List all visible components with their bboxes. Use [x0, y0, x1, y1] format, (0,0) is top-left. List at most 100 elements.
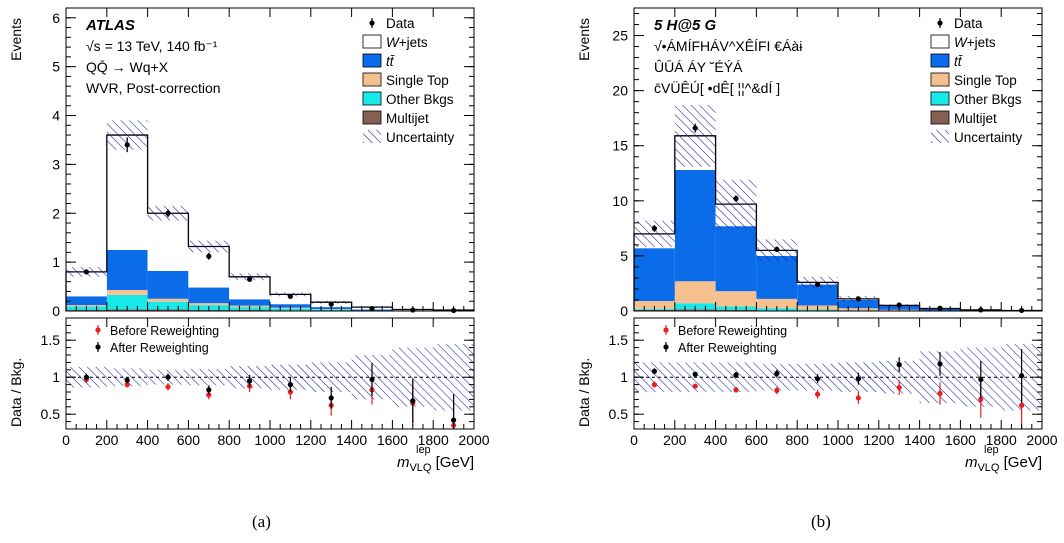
- y-tick-label: 15: [612, 138, 628, 154]
- ratio-point-before: [124, 382, 130, 388]
- x-tick-label: 400: [136, 432, 160, 448]
- ratio-point-after: [369, 376, 375, 383]
- data-point: [83, 269, 89, 275]
- legend-label: Single Top: [954, 73, 1017, 88]
- x-tick-label: 1400: [904, 432, 935, 448]
- legend-label: Data: [954, 16, 983, 31]
- y-tick-label: 4: [52, 108, 60, 124]
- x-tick-label: 400: [704, 432, 728, 448]
- data-point: [247, 276, 253, 282]
- bar-tt: [838, 299, 879, 309]
- legend-label: W+jets: [386, 35, 428, 50]
- uncertainty-band: [674, 104, 716, 167]
- y-tick-label: 25: [612, 28, 628, 44]
- ratio-point-before: [855, 395, 862, 401]
- data-point: [206, 253, 212, 259]
- bar-singletop: [106, 289, 148, 295]
- bar-tt: [66, 296, 107, 306]
- bar-tt: [106, 249, 148, 290]
- bar-singletop: [66, 305, 107, 307]
- ratio-point-after: [978, 376, 984, 383]
- legend-swatch: [362, 53, 382, 68]
- legend-swatch: [930, 34, 950, 49]
- x-tick-label: 1000: [254, 432, 285, 448]
- ratio-point-after: [855, 376, 862, 382]
- y-tick-label: 5: [620, 248, 628, 264]
- ratio-point-after: [328, 395, 334, 401]
- x-axis-title: mVLQ [GeV]: [397, 454, 474, 474]
- bar-tt: [147, 270, 189, 299]
- ratio-point-after: [937, 361, 943, 367]
- data-point: [124, 142, 130, 148]
- legend-label: Uncertainty: [386, 130, 455, 145]
- experiment-label: 5 H@5 G: [654, 17, 716, 34]
- ratio-point-before: [978, 396, 984, 402]
- legend-label: Single Top: [386, 73, 449, 88]
- bar-wjets: [106, 135, 148, 250]
- ratio-point-before: [937, 390, 943, 397]
- x-tick-label: 1800: [418, 432, 449, 448]
- bar-tt: [229, 299, 270, 306]
- ratio-point-after: [247, 378, 253, 384]
- ratio-legend-label: After Reweighting: [110, 341, 209, 355]
- legend-label: tt̄: [386, 54, 395, 69]
- x-axis-title-superscript: lep: [416, 444, 431, 456]
- y-tick-label: 10: [612, 193, 628, 209]
- bar-wjets: [270, 294, 311, 305]
- data-point: [692, 125, 698, 131]
- ratio-legend-label: Before Reweighting: [110, 324, 219, 338]
- legend-label: W+jets: [954, 35, 996, 50]
- ratio-point-after: [206, 387, 212, 393]
- bar-wjets: [188, 246, 230, 288]
- data-point: [165, 210, 171, 216]
- info-line: ÛŪÁ ÁY ˘ÉÝÁ: [654, 59, 743, 75]
- legend-swatch: [362, 110, 382, 125]
- ratio-point-after: [124, 377, 130, 383]
- ratio-legend-label: Before Reweighting: [678, 324, 787, 338]
- ratio-point-after: [83, 374, 89, 380]
- x-tick-label: 800: [218, 432, 242, 448]
- uncertainty-band: [715, 179, 757, 229]
- bar-singletop: [715, 291, 757, 307]
- x-tick-label: 600: [177, 432, 201, 448]
- info-line: WVR, Post-correction: [86, 80, 221, 96]
- bar-tt: [756, 255, 798, 299]
- x-tick-label: 1600: [377, 432, 408, 448]
- x-tick-label: 1000: [822, 432, 853, 448]
- y-axis-title: Events: [8, 18, 24, 61]
- y-tick-label: 3: [52, 156, 60, 172]
- legend-swatch: [930, 91, 950, 106]
- data-point: [815, 281, 821, 288]
- info-line: c̄VÜÊÚ[ •dÊ[ ¦¦^&dÍ ]: [654, 79, 780, 96]
- ratio-y-tick-label: 1.5: [41, 332, 61, 348]
- caption-a: (a): [252, 512, 271, 531]
- ratio-point-before: [774, 387, 780, 394]
- ratio-uncertainty-band: [188, 369, 230, 386]
- bar-wjets: [229, 276, 270, 300]
- legend-label: Multijet: [386, 111, 429, 126]
- y-tick-label: 1: [52, 254, 60, 270]
- bar-singletop: [756, 298, 798, 309]
- data-point: [855, 296, 862, 302]
- legend-hatch-swatch: [931, 130, 949, 143]
- legend-label: Other Bkgs: [954, 92, 1022, 107]
- legend-label: Data: [386, 16, 415, 31]
- bar-tt: [634, 248, 675, 302]
- data-point: [774, 246, 780, 252]
- ratio-point-after: [165, 374, 171, 380]
- y-tick-label: 5: [52, 59, 60, 75]
- x-tick-label: 600: [745, 432, 769, 448]
- bar-tt: [674, 169, 716, 282]
- panel-a: 0 200 400 600 800 1000 1200 1400 1600 1800 2000 0 1 2…: [8, 7, 490, 474]
- y-tick-label: 6: [52, 10, 60, 26]
- caption-b: (b): [811, 512, 831, 531]
- y-tick-label: 20: [612, 83, 628, 99]
- legend-hatch-swatch: [363, 130, 381, 143]
- ratio-point-after: [815, 376, 821, 382]
- bar-singletop: [188, 303, 230, 306]
- ratio-point-before: [165, 384, 171, 390]
- ratio-point-after: [896, 362, 902, 368]
- ratio-point-after: [651, 368, 658, 374]
- ratio-point-after: [733, 372, 739, 378]
- ratio-y-tick-label: 1: [52, 369, 60, 385]
